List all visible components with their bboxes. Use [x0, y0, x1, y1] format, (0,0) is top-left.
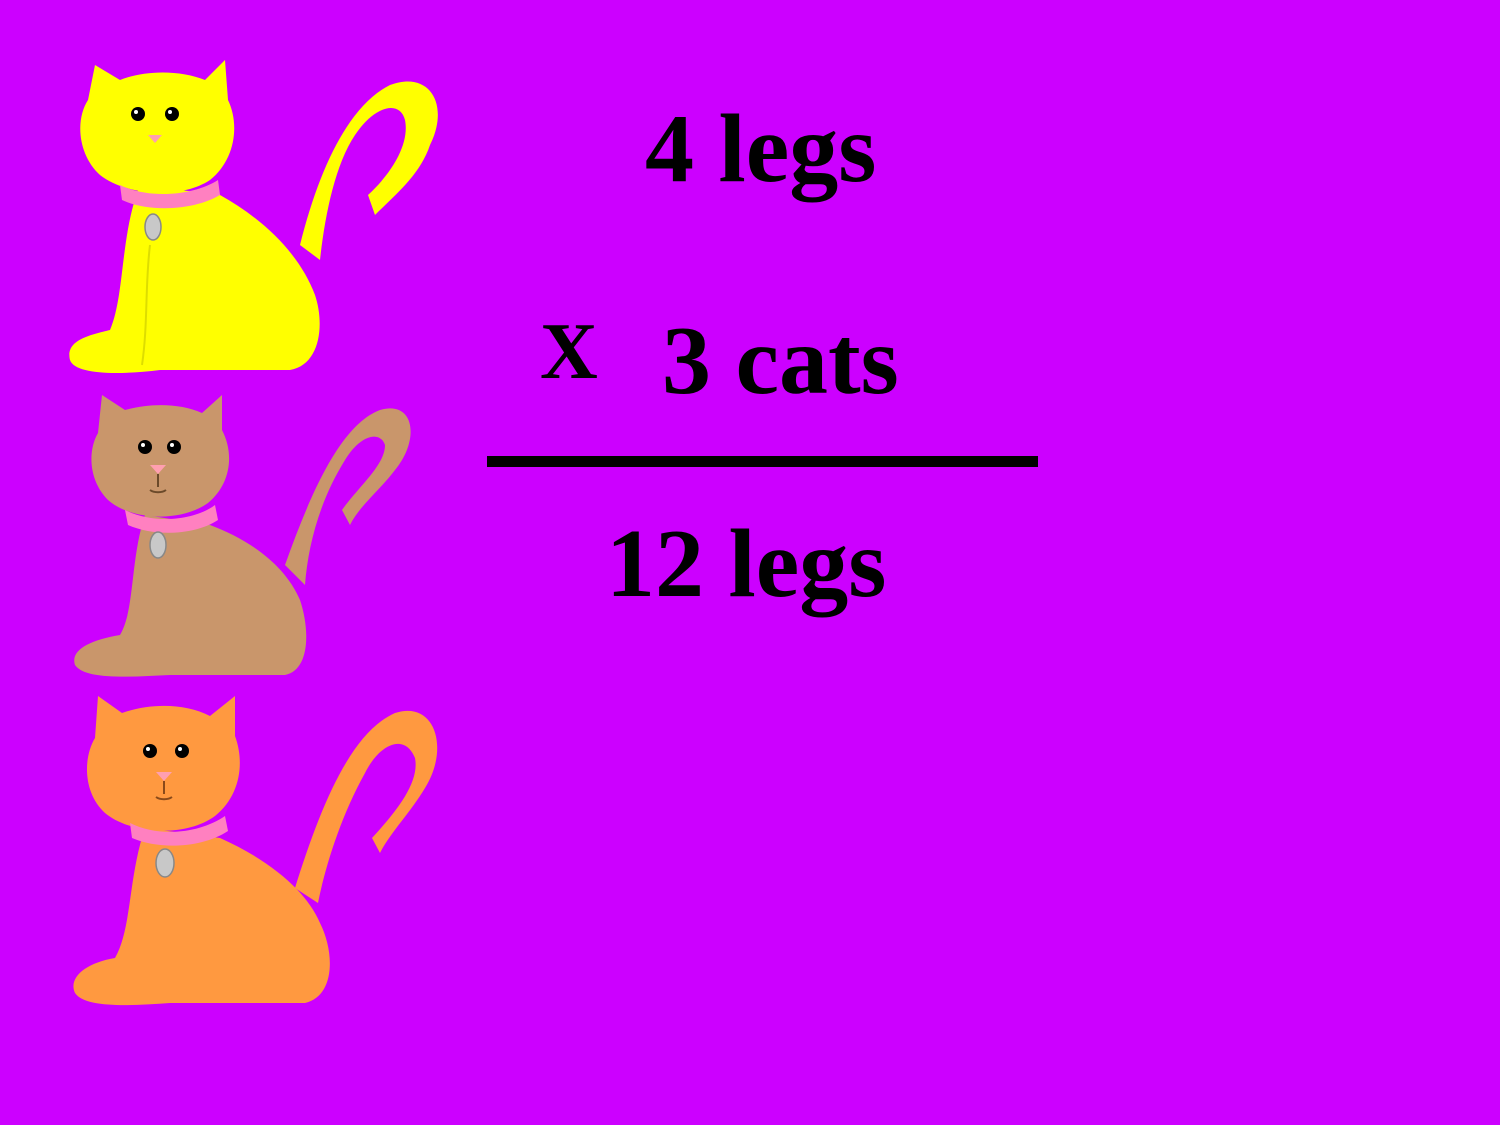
- orange-cat-illustration: [50, 688, 450, 1028]
- multiplier-text: 3 cats: [662, 307, 899, 415]
- multiplicand-text: 4 legs: [645, 95, 877, 203]
- cat-drawing: [74, 395, 411, 677]
- product-text: 12 legs: [606, 510, 887, 618]
- tan-cat-illustration: [50, 385, 450, 725]
- equation-divider-line: [487, 456, 1038, 467]
- cat-drawing: [73, 696, 438, 1006]
- multiplication-operator: X: [540, 308, 598, 396]
- cat-drawing: [69, 60, 438, 373]
- yellow-cat-illustration: [50, 45, 450, 385]
